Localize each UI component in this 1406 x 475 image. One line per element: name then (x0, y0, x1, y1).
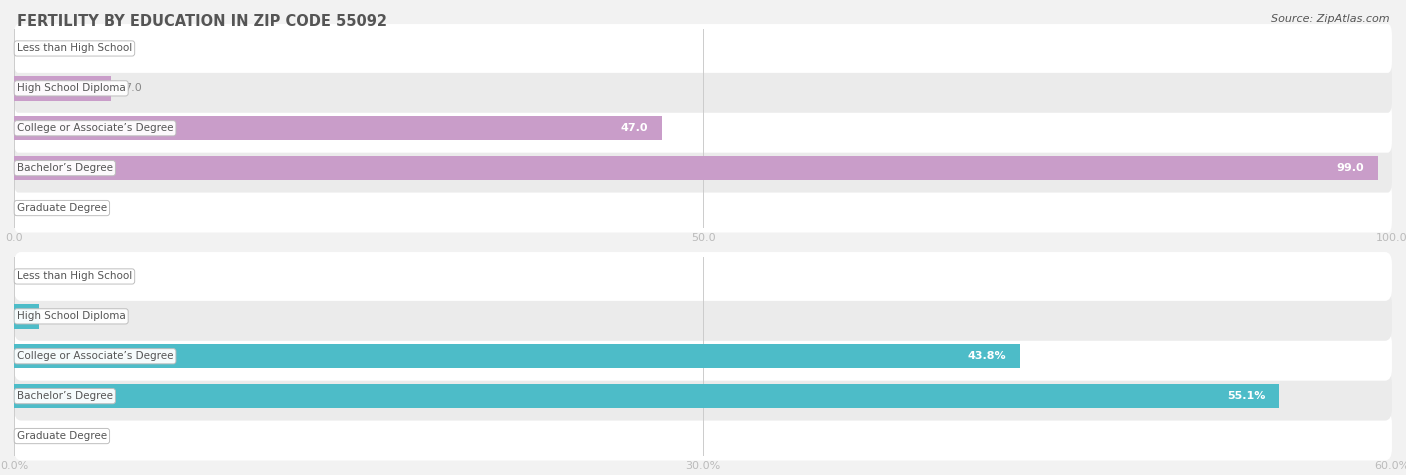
Bar (14, 156, 1378, 180)
Text: 1.1%: 1.1% (53, 311, 82, 322)
Bar (14, 344, 1019, 369)
FancyBboxPatch shape (14, 252, 1392, 301)
FancyBboxPatch shape (14, 184, 1392, 232)
Text: 0.0: 0.0 (28, 203, 45, 213)
FancyBboxPatch shape (14, 412, 1392, 460)
FancyBboxPatch shape (14, 104, 1392, 152)
Text: Less than High School: Less than High School (17, 43, 132, 54)
Text: College or Associate’s Degree: College or Associate’s Degree (17, 351, 173, 361)
Bar (14, 116, 662, 141)
Text: College or Associate’s Degree: College or Associate’s Degree (17, 123, 173, 133)
Text: 43.8%: 43.8% (967, 351, 1007, 361)
Text: High School Diploma: High School Diploma (17, 83, 125, 94)
FancyBboxPatch shape (14, 372, 1392, 420)
Text: Graduate Degree: Graduate Degree (17, 431, 107, 441)
Text: 0.0: 0.0 (28, 43, 45, 54)
FancyBboxPatch shape (14, 64, 1392, 113)
Bar (14, 304, 39, 329)
Text: Bachelor’s Degree: Bachelor’s Degree (17, 163, 112, 173)
FancyBboxPatch shape (14, 292, 1392, 341)
Text: 0.0%: 0.0% (28, 271, 56, 282)
FancyBboxPatch shape (14, 24, 1392, 73)
FancyBboxPatch shape (14, 144, 1392, 192)
Text: 55.1%: 55.1% (1227, 391, 1265, 401)
Text: FERTILITY BY EDUCATION IN ZIP CODE 55092: FERTILITY BY EDUCATION IN ZIP CODE 55092 (17, 14, 387, 29)
Text: 99.0: 99.0 (1337, 163, 1364, 173)
Bar (14, 76, 111, 101)
Text: High School Diploma: High School Diploma (17, 311, 125, 322)
Text: 0.0%: 0.0% (28, 431, 56, 441)
Bar (14, 384, 1279, 408)
Text: 7.0: 7.0 (124, 83, 142, 94)
FancyBboxPatch shape (14, 332, 1392, 380)
Text: 47.0: 47.0 (620, 123, 648, 133)
Text: Bachelor’s Degree: Bachelor’s Degree (17, 391, 112, 401)
Text: Less than High School: Less than High School (17, 271, 132, 282)
Text: Graduate Degree: Graduate Degree (17, 203, 107, 213)
Text: Source: ZipAtlas.com: Source: ZipAtlas.com (1271, 14, 1389, 24)
